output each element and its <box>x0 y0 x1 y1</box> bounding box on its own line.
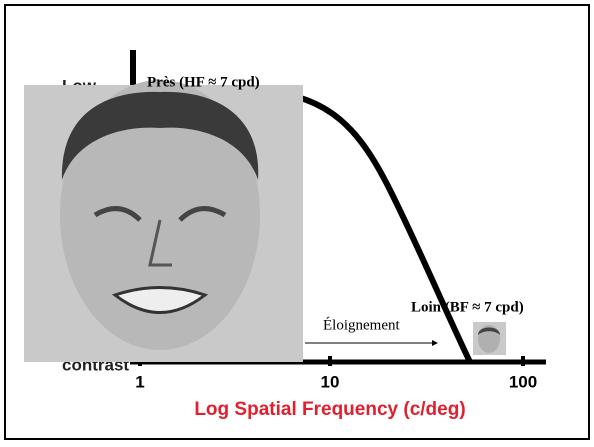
nose <box>148 219 172 267</box>
x-tick-label: 10 <box>321 372 340 391</box>
far-label: Loin (BF ≈ 7 cpd) <box>411 299 524 315</box>
hair <box>61 91 259 180</box>
hair <box>478 327 500 335</box>
sensitivity-curve <box>132 87 473 364</box>
arrow-head <box>432 340 438 346</box>
large-face <box>24 80 303 362</box>
small-face <box>473 322 506 355</box>
near-label: Près (HF ≈ 7 cpd) <box>147 74 260 90</box>
x-axis-label: Log Spatial Frequency (c/deg) <box>194 399 465 420</box>
x-tick-label: 1 <box>135 372 144 391</box>
face-shape <box>478 325 500 353</box>
eyes <box>93 206 227 222</box>
face-shape <box>60 80 260 350</box>
mouth <box>111 286 209 314</box>
x-tick-label: 100 <box>509 372 537 391</box>
arrow-label: Éloignement <box>323 316 400 333</box>
